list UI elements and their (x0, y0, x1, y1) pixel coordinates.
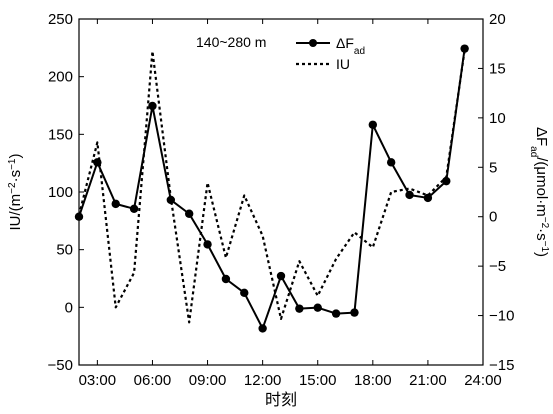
x-tick-label: 21:00 (409, 372, 447, 389)
x-tick-label: 24:00 (464, 372, 502, 389)
y-right-tick-label: 10 (489, 110, 506, 127)
y-left-tick-label: 150 (48, 126, 73, 143)
point-dfad (148, 101, 157, 111)
point-dfad (460, 44, 469, 53)
point-dfad (240, 288, 249, 298)
point-dfad (386, 158, 396, 167)
point-dfad (442, 176, 451, 186)
point-dfad (331, 309, 341, 318)
plot-area-frame (78, 18, 484, 366)
x-tick-label: 12:00 (244, 372, 282, 389)
legend-label-dfad: ΔFad (336, 35, 365, 57)
y-right-tick-label: −5 (489, 258, 506, 275)
y-right-tick-label: 20 (489, 11, 506, 28)
point-dfad (405, 190, 414, 200)
x-tick-label: 03:00 (79, 372, 117, 389)
x-tick-label: 18:00 (354, 372, 392, 389)
x-tick-label: 15:00 (299, 372, 337, 389)
point-dfad (423, 193, 433, 203)
y-left-tick-label: 200 (48, 69, 73, 86)
series-line-iu (77, 49, 466, 324)
legend-label-iu: IU (336, 56, 350, 72)
point-dfad (258, 324, 267, 333)
y-left-tick-label: 0 (65, 299, 73, 316)
y-left-axis-title: IU/(m−2·s−1) (7, 154, 25, 231)
y-right-tick-label: 0 (489, 209, 497, 226)
point-dfad (313, 303, 322, 312)
series-layer (74, 44, 469, 333)
y-left-tick-label: 250 (48, 11, 73, 28)
y-left-tick-label: 50 (56, 242, 73, 259)
point-dfad (203, 240, 212, 249)
annotation-text: 140~280 m (196, 34, 266, 50)
point-dfad (74, 212, 84, 221)
y-left-tick-label: −50 (48, 357, 73, 374)
y-left-tick-label: 100 (48, 184, 73, 201)
point-dfad (184, 209, 194, 218)
y-right-tick-label: −15 (489, 357, 514, 374)
point-dfad (129, 204, 139, 214)
x-tick-label: 06:00 (134, 372, 172, 389)
legend: ΔFad IU (296, 35, 365, 72)
legend-marker-dfad (309, 39, 317, 47)
y-right-tick-label: 15 (489, 60, 506, 77)
x-tick-label: 09:00 (189, 372, 227, 389)
point-dfad (276, 271, 286, 281)
point-dfad (166, 195, 176, 205)
y-right-tick-label: 5 (489, 159, 497, 176)
point-dfad (221, 274, 231, 284)
point-dfad (111, 199, 120, 209)
point-dfad (350, 308, 359, 317)
point-dfad (295, 304, 304, 313)
series-line-dfad (78, 48, 466, 330)
point-dfad (368, 120, 378, 129)
y-right-axis-title: ΔFad/(μmol·m−2·s−1) (529, 127, 551, 257)
ticks-layer: 03:00 06:00 09:00 12:00 15:00 18:00 21:00 24:00… (48, 11, 515, 389)
x-axis-title: 时刻 (265, 390, 297, 409)
y-right-tick-label: −10 (489, 308, 514, 325)
